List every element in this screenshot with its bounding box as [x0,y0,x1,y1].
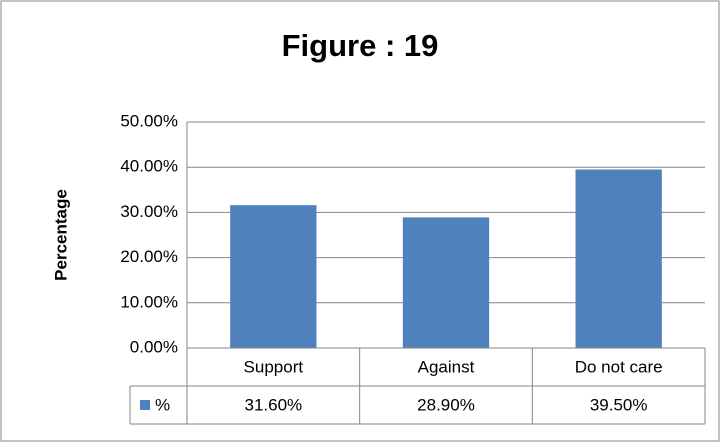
y-tick-label: 40.00% [120,157,178,176]
y-tick-label: 50.00% [120,111,178,130]
y-axis-label: Percentage [51,189,70,281]
bar [230,205,317,348]
legend-swatch [140,400,150,410]
bar [402,217,490,348]
x-tick-label: Against [418,357,475,376]
table-value: 28.90% [417,395,475,414]
x-tick-label: Support [244,357,304,376]
x-tick-label: Do not care [575,357,663,376]
table-value: 39.50% [590,395,648,414]
bar [575,169,662,348]
chart-title: Figure : 19 [282,28,439,63]
y-tick-label: 0.00% [130,337,178,356]
table-value: 31.60% [244,395,302,414]
y-tick-label: 20.00% [120,247,178,266]
y-tick-label: 30.00% [120,202,178,221]
y-tick-label: 10.00% [120,292,178,311]
legend-label: % [155,395,170,414]
